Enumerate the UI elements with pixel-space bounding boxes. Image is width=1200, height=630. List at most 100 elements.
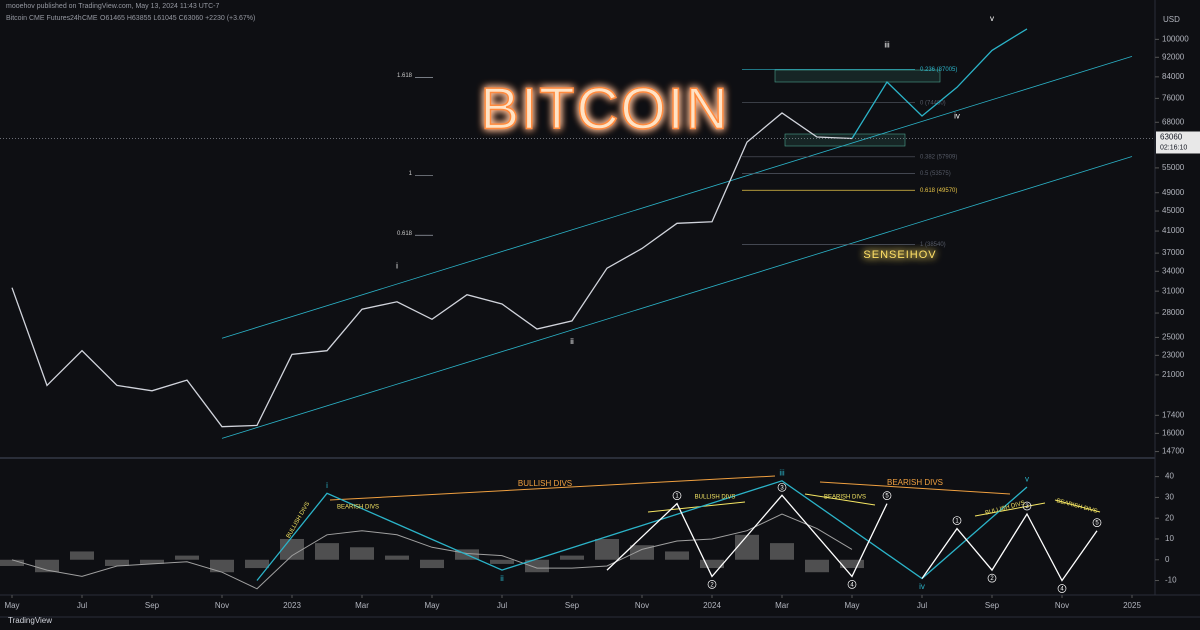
y-tick-label: 40 — [1165, 472, 1174, 481]
histogram-bar — [490, 559, 514, 564]
wave-label: i — [326, 481, 328, 490]
y-tick-label: 76000 — [1162, 93, 1185, 102]
last-price-label: 63060 — [1160, 133, 1183, 142]
y-tick-label: -10 — [1165, 576, 1177, 585]
x-tick-label: 2023 — [283, 601, 301, 610]
histogram-bar — [210, 559, 234, 573]
x-tick-label: Sep — [565, 601, 580, 610]
publisher: mooehov published on TradingView.com, Ma… — [6, 3, 219, 10]
countdown: 02:16:10 — [1160, 144, 1187, 151]
wave-label: 3 — [780, 485, 784, 491]
x-tick-label: May — [4, 601, 19, 610]
histogram-bar — [70, 551, 94, 560]
support-zone — [784, 133, 906, 147]
wave-label: 2 — [710, 582, 714, 588]
histogram-bar — [140, 559, 164, 564]
ohlc: O61465 H63855 L61045 C63060 +2230 (+3.67… — [100, 15, 255, 22]
histogram-bar — [0, 559, 24, 566]
wave-label: v — [1025, 475, 1029, 484]
chart-title: BITCOIN — [480, 76, 729, 141]
y-tick-label: 30 — [1165, 493, 1174, 502]
price-line — [11, 112, 853, 428]
wave-circle — [1022, 501, 1032, 511]
histogram-bar — [315, 543, 339, 560]
histogram-bar — [525, 559, 549, 573]
wave-label: 1 — [955, 519, 959, 525]
x-tick-label: Nov — [635, 601, 649, 610]
wave-circle — [707, 580, 717, 589]
y-tick-label: 31000 — [1162, 286, 1185, 295]
divergence-line — [804, 493, 876, 506]
target-zone — [774, 69, 941, 83]
wave-circle — [952, 516, 962, 525]
wave-circle — [777, 482, 787, 492]
histogram-bar — [770, 543, 794, 560]
y-tick-label: 23000 — [1162, 350, 1185, 359]
divergence-label: BEARISH DIVS — [887, 478, 943, 487]
price-unit: USD — [1163, 15, 1180, 24]
y-tick-label: 34000 — [1162, 266, 1185, 275]
y-tick-label: 14700 — [1162, 447, 1185, 456]
fib-label: 0.5 (53575) — [920, 171, 951, 177]
y-tick-label: 49000 — [1162, 188, 1185, 197]
x-tick-label: Jul — [497, 601, 507, 610]
wave-label: 1 — [675, 494, 679, 500]
y-tick-label: 41000 — [1162, 226, 1185, 235]
x-tick-label: Mar — [355, 601, 369, 610]
y-tick-label: 100000 — [1162, 34, 1189, 43]
wave-label: 4 — [1060, 587, 1064, 593]
interval: 24h — [70, 15, 82, 22]
y-tick-label: 25000 — [1162, 333, 1185, 342]
wave-label: 5 — [885, 494, 889, 500]
histogram-bar — [840, 559, 864, 569]
divergence-line — [1054, 499, 1101, 513]
wave-circle — [1057, 584, 1067, 593]
extension-label: 1 — [409, 171, 413, 177]
wave-circle — [882, 491, 892, 500]
y-tick-label: 55000 — [1162, 163, 1185, 172]
wave-circle — [1092, 518, 1102, 528]
price-line — [851, 28, 1028, 139]
fib-label: 0.236 (87005) — [920, 67, 957, 73]
histogram-bar — [105, 559, 129, 566]
brand: TradingView — [8, 616, 52, 625]
divergence-label: BEARISH DIVS — [824, 495, 866, 501]
y-tick-label: 16000 — [1162, 428, 1185, 437]
y-tick-label: 37000 — [1162, 248, 1185, 257]
wave-label: v — [990, 14, 994, 23]
x-tick-label: Mar — [775, 601, 789, 610]
x-tick-label: Nov — [1055, 601, 1069, 610]
divergence-line — [329, 475, 776, 501]
histogram-bar — [700, 559, 724, 569]
divergence-line — [819, 481, 1011, 495]
y-tick-label: 21000 — [1162, 370, 1185, 379]
x-tick-label: Jul — [917, 601, 927, 610]
x-tick-label: Jul — [77, 601, 87, 610]
x-tick-label: 2024 — [703, 601, 721, 610]
wave-circle — [672, 491, 682, 500]
y-tick-label: 0 — [1165, 555, 1170, 564]
histogram-bar — [350, 547, 374, 560]
y-tick-label: 10 — [1165, 534, 1174, 543]
wave-line — [256, 480, 1028, 581]
y-tick-label: 45000 — [1162, 206, 1185, 215]
wave-line — [921, 512, 1098, 582]
y-tick-label: 92000 — [1162, 52, 1185, 61]
divergence-line — [974, 502, 1046, 517]
divergence-label: BULLISH DIVS — [695, 495, 736, 501]
wave-label: 2 — [990, 576, 994, 582]
x-tick-label: Sep — [145, 601, 160, 610]
wave-circle — [987, 573, 997, 583]
wave-label: iii — [779, 468, 785, 477]
extension-label: 0.618 — [397, 231, 413, 237]
histogram-bar — [245, 559, 269, 569]
histogram-bar — [175, 555, 199, 560]
histogram-bar — [595, 538, 619, 560]
x-tick-label: Sep — [985, 601, 1000, 610]
exchange: CME — [82, 15, 98, 22]
fib-label: 1 (38540) — [920, 242, 946, 248]
histogram-bar — [630, 545, 654, 560]
x-tick-label: Nov — [215, 601, 229, 610]
